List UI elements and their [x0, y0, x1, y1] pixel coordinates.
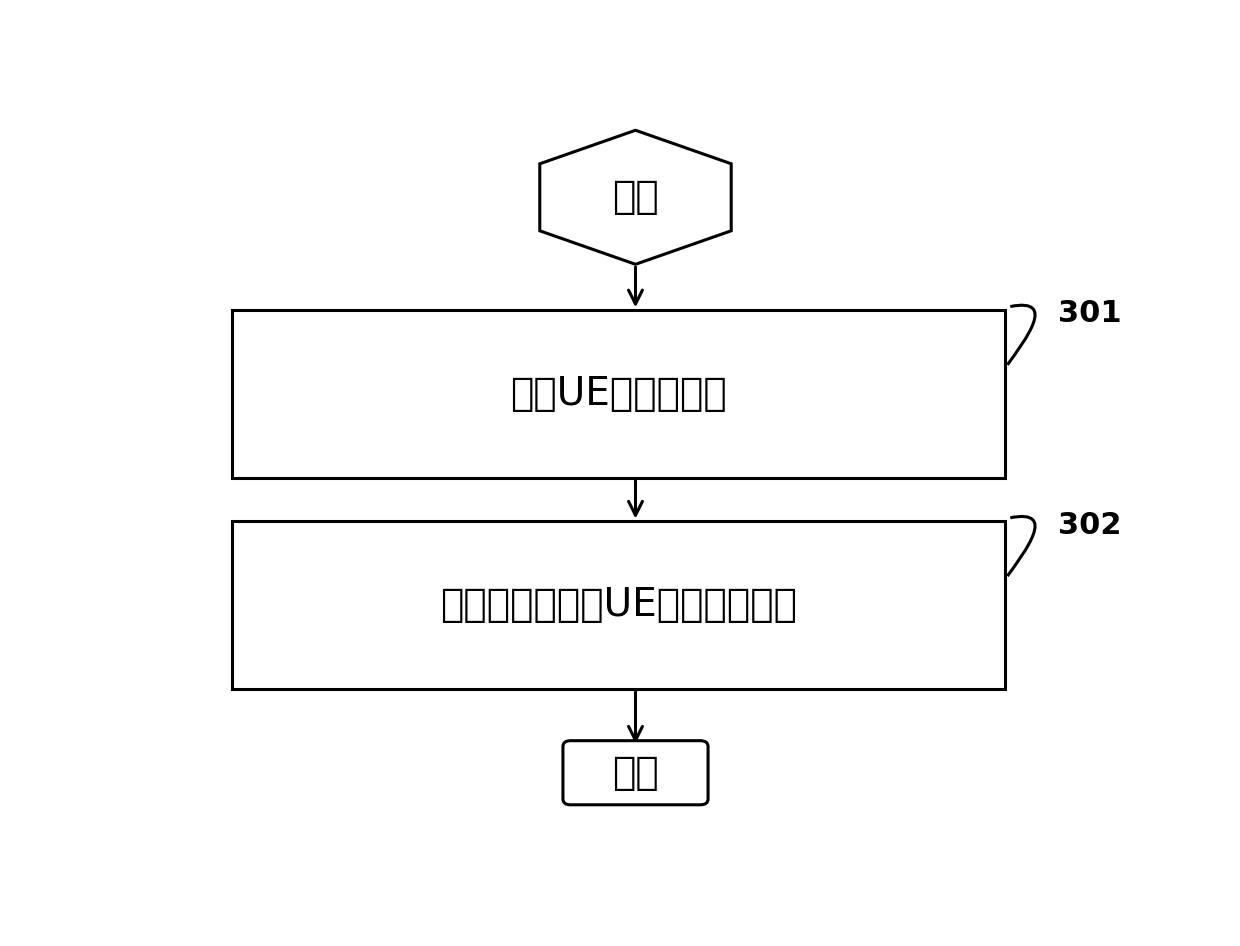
Text: 确定UE的指示信息: 确定UE的指示信息 — [511, 375, 727, 413]
Text: 开始: 开始 — [613, 178, 658, 217]
Text: 根据指示信息为UE配置测量间隔: 根据指示信息为UE配置测量间隔 — [440, 587, 797, 624]
Text: 结束: 结束 — [613, 754, 658, 792]
Text: 301: 301 — [1059, 299, 1122, 328]
FancyBboxPatch shape — [563, 741, 708, 805]
Polygon shape — [539, 131, 732, 264]
Text: 302: 302 — [1059, 511, 1122, 539]
Bar — [232, 521, 1006, 689]
Bar — [232, 310, 1006, 478]
